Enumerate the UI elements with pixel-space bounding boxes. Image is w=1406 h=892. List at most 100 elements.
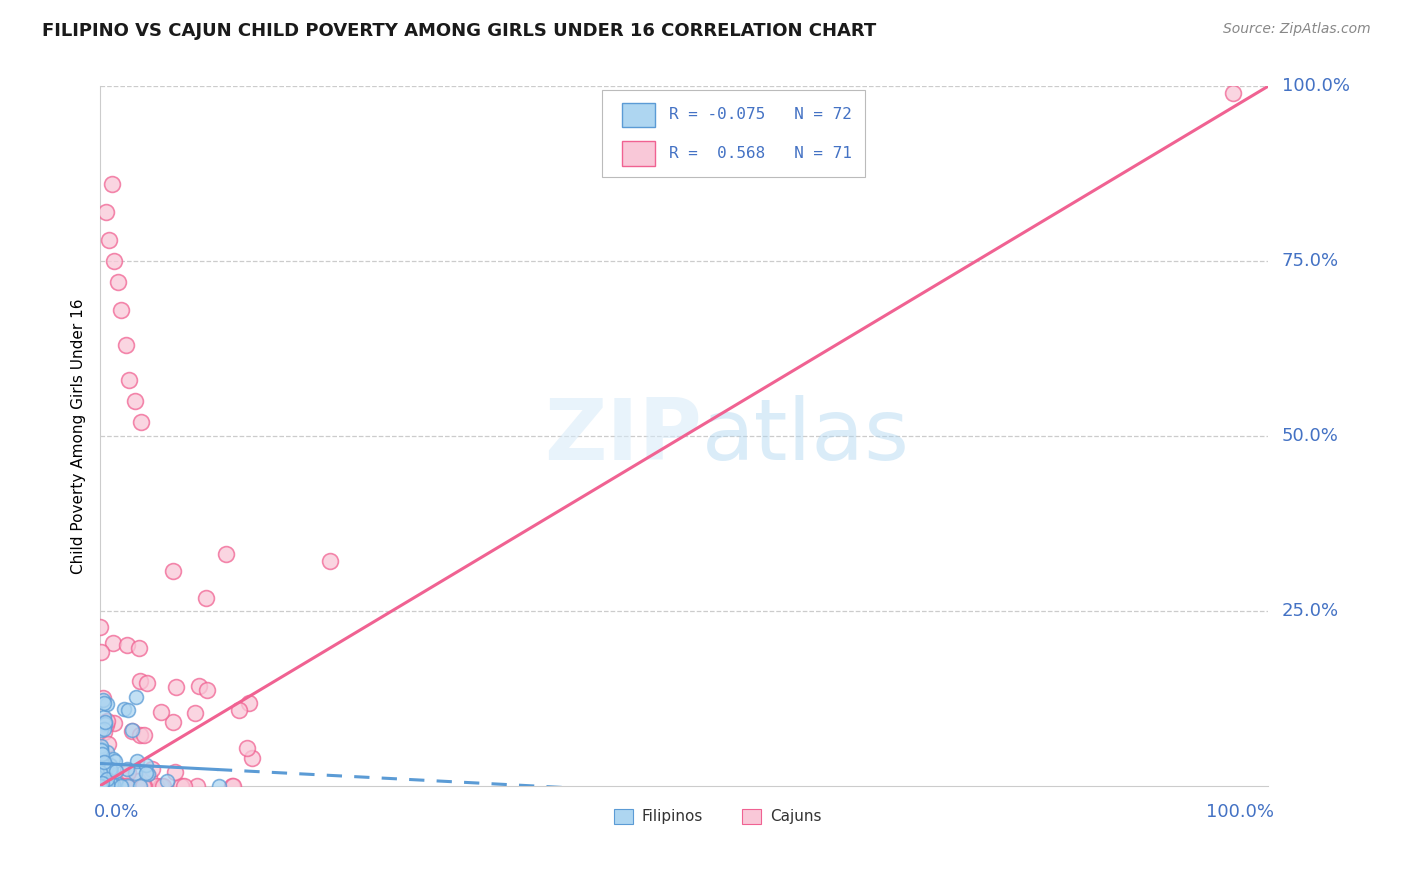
Point — [228, 703, 250, 717]
Point — [127, 754, 149, 768]
Point — [108, 779, 131, 793]
Text: R =  0.568   N = 71: R = 0.568 N = 71 — [669, 146, 852, 161]
Point — [94, 717, 117, 731]
Point — [118, 373, 141, 387]
Point — [115, 762, 138, 776]
Text: Cajuns: Cajuns — [770, 809, 823, 824]
Point — [96, 769, 118, 783]
Point — [132, 728, 155, 742]
Point — [101, 752, 124, 766]
Point — [94, 757, 117, 772]
Point — [93, 755, 115, 769]
Text: 100.0%: 100.0% — [1205, 803, 1274, 822]
Point — [96, 758, 118, 772]
Point — [110, 779, 132, 793]
Point — [90, 779, 112, 793]
Y-axis label: Child Poverty Among Girls Under 16: Child Poverty Among Girls Under 16 — [72, 298, 86, 574]
Bar — [742, 809, 761, 824]
Text: R = -0.075   N = 72: R = -0.075 N = 72 — [669, 107, 852, 122]
Point — [89, 764, 111, 779]
Point — [94, 765, 117, 780]
Point — [136, 767, 159, 781]
Point — [165, 765, 187, 780]
Point — [124, 766, 146, 780]
Point — [91, 692, 114, 706]
Point — [90, 741, 112, 756]
Point — [128, 640, 150, 655]
Point — [104, 776, 127, 790]
Point — [96, 697, 118, 711]
Point — [91, 779, 114, 793]
FancyBboxPatch shape — [602, 90, 865, 178]
Text: 75.0%: 75.0% — [1282, 252, 1339, 270]
Point — [94, 718, 117, 732]
Point — [93, 722, 115, 736]
Point — [221, 779, 243, 793]
Point — [94, 714, 117, 729]
Point — [90, 778, 112, 792]
Point — [165, 680, 187, 694]
Point — [318, 554, 340, 568]
Point — [103, 715, 125, 730]
Point — [89, 620, 111, 634]
Point — [135, 757, 157, 772]
Text: Source: ZipAtlas.com: Source: ZipAtlas.com — [1223, 22, 1371, 37]
Point — [236, 741, 259, 756]
Point — [222, 779, 245, 793]
Point — [98, 772, 121, 787]
Point — [94, 760, 117, 774]
Point — [132, 779, 155, 793]
Point — [90, 764, 112, 779]
Point — [121, 723, 143, 737]
Point — [110, 779, 132, 793]
Point — [100, 777, 122, 791]
Text: 0.0%: 0.0% — [94, 803, 139, 822]
Point — [98, 762, 121, 776]
Point — [104, 754, 127, 768]
Point — [96, 714, 118, 729]
Point — [111, 779, 134, 793]
Point — [89, 779, 111, 793]
Point — [91, 779, 114, 793]
Point — [115, 638, 138, 652]
Point — [238, 696, 260, 710]
Point — [89, 764, 111, 779]
Point — [121, 723, 143, 738]
Point — [90, 739, 112, 753]
Point — [101, 779, 124, 793]
Bar — [614, 809, 633, 824]
Point — [104, 764, 127, 778]
Point — [93, 696, 115, 710]
Point — [100, 779, 122, 793]
Point — [124, 394, 146, 409]
Point — [129, 779, 152, 793]
Point — [152, 779, 174, 793]
Text: 50.0%: 50.0% — [1282, 427, 1339, 445]
Point — [135, 676, 157, 690]
Point — [90, 779, 112, 793]
Point — [141, 763, 163, 777]
Point — [108, 779, 131, 793]
Point — [89, 776, 111, 790]
Point — [90, 645, 112, 659]
Point — [93, 710, 115, 724]
Point — [93, 764, 115, 779]
Point — [91, 776, 114, 790]
Point — [112, 771, 135, 785]
Point — [117, 702, 139, 716]
Point — [162, 714, 184, 729]
Point — [98, 764, 121, 779]
Point — [138, 770, 160, 784]
Point — [107, 779, 129, 793]
Point — [129, 415, 152, 429]
Point — [188, 679, 211, 693]
Point — [89, 759, 111, 773]
Bar — [621, 103, 655, 128]
Point — [145, 779, 167, 793]
Point — [117, 779, 139, 793]
Point — [94, 758, 117, 772]
Point — [184, 706, 207, 720]
Text: atlas: atlas — [702, 394, 910, 477]
Point — [89, 764, 111, 779]
Point — [170, 779, 193, 793]
